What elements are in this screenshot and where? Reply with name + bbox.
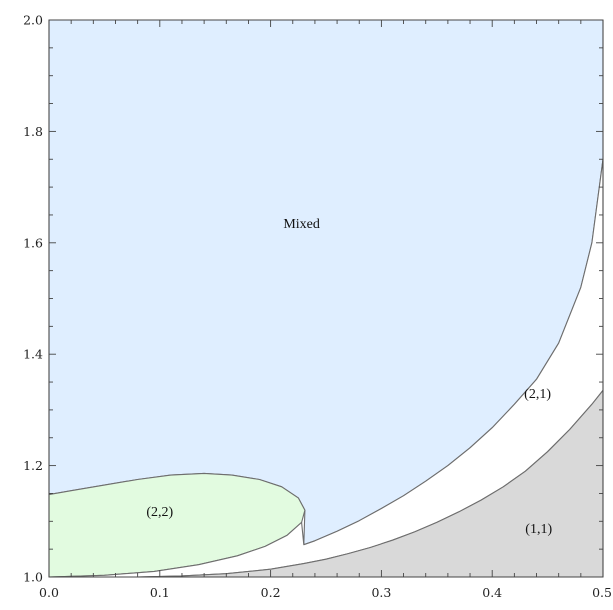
y-tick-label: 1.4 — [23, 347, 43, 362]
x-tick-label: 0.1 — [150, 585, 170, 600]
x-tick-label: 0.5 — [592, 585, 612, 600]
y-tick-label: 1.2 — [23, 458, 43, 473]
x-tick-label: 0.3 — [371, 585, 391, 600]
x-tick-label: 0.4 — [482, 585, 502, 600]
x-tick-label: 0.2 — [261, 585, 281, 600]
x-axis-tick-labels: 0.0 0.1 0.2 0.3 0.4 0.5 — [39, 585, 612, 600]
y-axis-tick-labels: 1.0 1.2 1.4 1.6 1.8 2.0 — [23, 13, 43, 585]
y-tick-label: 1.6 — [23, 235, 43, 250]
region-labels-layer: Mixed (2,2) (2,1) (1,1) — [146, 217, 552, 537]
region-label-mixed: Mixed — [283, 217, 320, 232]
y-tick-label: 1.0 — [23, 570, 43, 585]
region-1-1 — [48, 389, 604, 578]
axis-ticks — [48, 19, 604, 578]
region-label-2-1: (2,1) — [524, 387, 551, 402]
x-tick-label: 0.0 — [39, 585, 59, 600]
region-label-2-2: (2,2) — [146, 505, 173, 520]
y-tick-label: 2.0 — [23, 13, 43, 28]
y-tick-label: 1.8 — [23, 124, 43, 139]
region-label-1-1: (1,1) — [525, 522, 552, 537]
regions-layer — [48, 19, 604, 578]
